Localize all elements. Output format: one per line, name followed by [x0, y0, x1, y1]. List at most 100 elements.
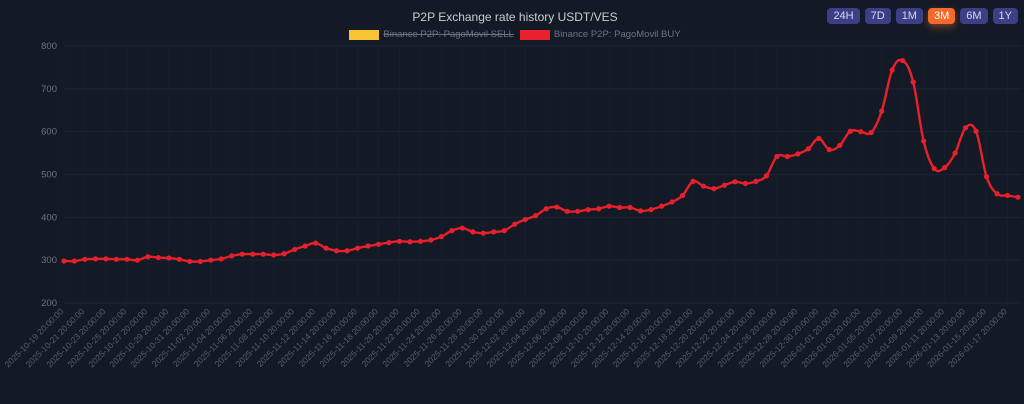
data-point [1015, 194, 1021, 200]
data-point [648, 207, 654, 213]
data-point [658, 203, 665, 209]
data-point [994, 191, 1000, 197]
data-point [61, 258, 67, 264]
range-button-7d[interactable]: 7D [864, 8, 891, 24]
data-point [627, 204, 633, 211]
data-point [617, 204, 623, 211]
data-point [952, 150, 958, 156]
series-line-buy [63, 58, 1019, 263]
y-tick-label: 600 [41, 127, 57, 138]
legend-label: Binance P2P: PagoMovil BUY [553, 29, 681, 40]
data-point [375, 241, 382, 247]
data-point [900, 57, 906, 64]
data-point [197, 258, 203, 265]
data-point [344, 248, 350, 254]
data-point [637, 208, 644, 214]
data-point [763, 173, 769, 179]
data-point [816, 135, 822, 142]
data-point [176, 256, 182, 262]
data-point [407, 239, 413, 245]
data-point [543, 206, 549, 212]
data-point [386, 240, 392, 246]
chart-title: P2P Exchange rate history USDT/VES [412, 10, 618, 24]
legend-item-sell[interactable]: Binance P2P: PagoMovil SELL [349, 29, 514, 40]
data-point [983, 174, 990, 180]
data-point [805, 146, 811, 152]
data-point [554, 204, 560, 210]
data-point [711, 186, 717, 192]
legend-label: Binance P2P: PagoMovil SELL [383, 29, 514, 40]
range-selector: 24H 7D 1M 3M 6M 1Y [827, 8, 1018, 24]
data-point [134, 257, 140, 263]
data-point [470, 229, 476, 235]
data-point [218, 256, 224, 262]
data-point [239, 251, 245, 257]
data-point [942, 165, 948, 171]
data-point [669, 199, 675, 205]
range-button-3m[interactable]: 3M [927, 8, 956, 24]
range-button-24h[interactable]: 24H [827, 8, 860, 24]
data-point [71, 258, 78, 264]
data-point [931, 165, 937, 172]
data-point [690, 178, 696, 184]
data-point [103, 256, 109, 262]
data-point [145, 254, 151, 260]
range-button-6m[interactable]: 6M [960, 8, 988, 24]
data-point [166, 255, 172, 261]
data-point [879, 108, 885, 114]
legend-swatch [349, 29, 380, 40]
data-point [292, 246, 298, 253]
data-point [596, 206, 602, 212]
data-point [250, 251, 256, 257]
data-point [973, 128, 979, 134]
data-point [858, 129, 864, 135]
range-button-1m[interactable]: 1M [895, 8, 923, 24]
data-point [533, 213, 539, 219]
y-tick-label: 300 [41, 255, 57, 266]
data-point [962, 125, 969, 131]
data-point [480, 230, 486, 236]
data-point [417, 238, 424, 244]
data-point [921, 138, 927, 144]
data-point [438, 234, 445, 240]
range-button-1y[interactable]: 1Y [992, 8, 1018, 24]
data-point [742, 180, 749, 187]
data-point [155, 254, 161, 261]
data-point [774, 153, 780, 160]
y-tick-label: 800 [41, 41, 57, 52]
y-tick-label: 400 [41, 212, 57, 223]
data-point [187, 258, 193, 265]
data-point [323, 245, 329, 251]
data-point [313, 240, 319, 246]
data-point [281, 251, 287, 257]
data-point [428, 237, 434, 243]
data-point [501, 228, 507, 234]
data-point [459, 225, 465, 231]
data-point [512, 221, 518, 227]
data-point [575, 208, 581, 214]
data-point [795, 151, 801, 157]
data-point [522, 216, 528, 223]
data-point [732, 179, 738, 185]
y-tick-label: 700 [41, 84, 57, 95]
data-point [679, 192, 686, 199]
data-point [82, 256, 88, 262]
data-point [396, 238, 403, 244]
data-point [92, 256, 99, 262]
data-point [564, 208, 570, 214]
data-point [910, 79, 916, 85]
data-point [721, 182, 728, 188]
data-point [229, 253, 235, 259]
data-point [302, 243, 308, 249]
data-point [271, 252, 277, 258]
legend-swatch [519, 29, 550, 40]
data-point [333, 248, 340, 254]
data-point [449, 228, 455, 234]
legend-item-buy[interactable]: Binance P2P: PagoMovil BUY [519, 29, 681, 40]
data-point [606, 203, 612, 209]
data-point [837, 142, 843, 148]
data-point [889, 67, 895, 73]
data-point [868, 129, 874, 136]
data-point [124, 256, 130, 262]
